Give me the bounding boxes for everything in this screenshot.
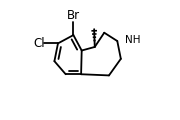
Text: Br: Br [67, 9, 80, 22]
Text: NH: NH [125, 35, 141, 45]
Text: Cl: Cl [33, 37, 45, 50]
